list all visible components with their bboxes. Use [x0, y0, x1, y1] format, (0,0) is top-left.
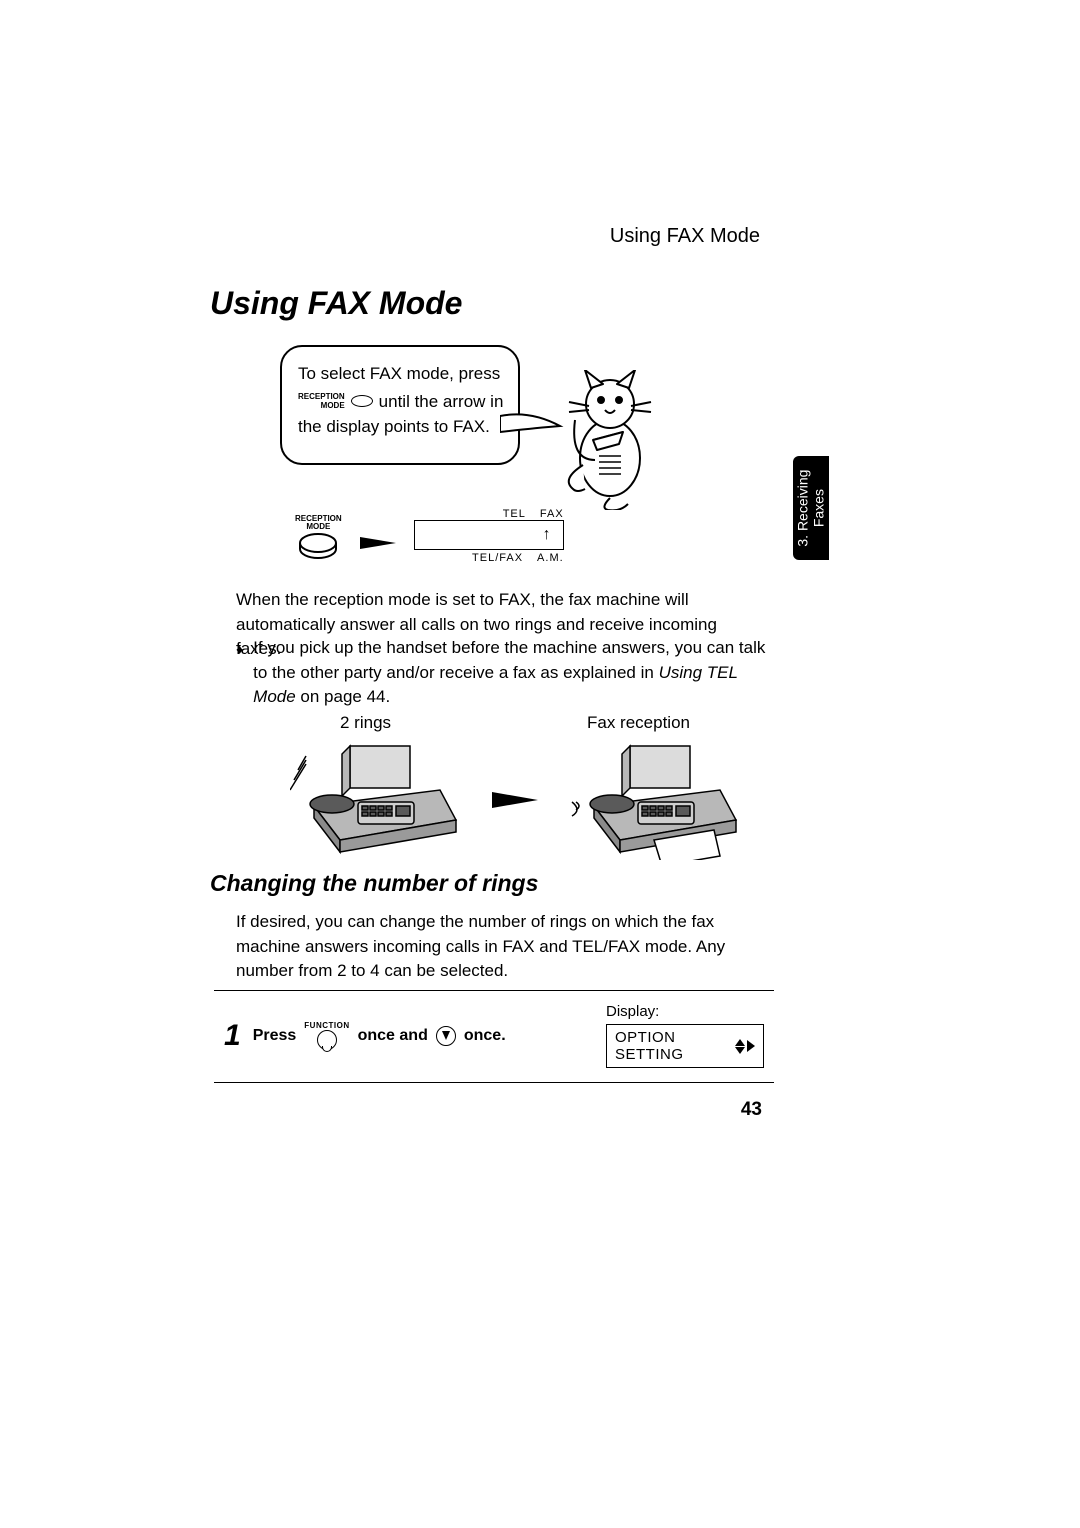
bubble-line2: RECEPTION MODE until the arrow in [298, 389, 504, 415]
bullet-text-after: on page 44. [296, 687, 391, 706]
function-button-shape [317, 1030, 337, 1050]
tab-line2: Faxes [811, 469, 827, 546]
function-label: FUNCTION [304, 1022, 349, 1030]
machine-labels: 2 rings Fax reception [340, 713, 690, 733]
mode-select-row: RECEPTION MODE TEL FAX ↑ TEL/FAX A.M. [295, 512, 564, 564]
tab-line1: 3. Receiving [795, 469, 811, 546]
chapter-tab: 3. Receiving Faxes [793, 456, 829, 560]
nav-arrows-icon [735, 1039, 755, 1054]
section-subheading: Changing the number of rings [210, 870, 538, 897]
instruction-bubble: To select FAX mode, press RECEPTION MODE… [280, 345, 520, 465]
arrow-right-icon [360, 537, 396, 549]
machines-row [290, 735, 740, 865]
lcd-display: TEL FAX ↑ TEL/FAX A.M. [414, 508, 564, 564]
step-press: Press [253, 1027, 297, 1045]
step-1-row: 1 Press FUNCTION once and once. Display:… [214, 990, 774, 1083]
display-label: Display: [606, 1003, 764, 1020]
bullet-item: ♦ If you pick up the handset before the … [236, 636, 766, 710]
lcd-label-telfax: TEL/FAX [472, 552, 523, 564]
step-instruction: 1 Press FUNCTION once and once. [224, 1019, 506, 1053]
step-once-and: once and [358, 1027, 428, 1045]
lcd-screen: ↑ [414, 520, 564, 550]
bubble-line2-text: until the arrow in [379, 389, 504, 415]
fax-machine-printing-illustration [570, 740, 740, 860]
lcd-label-am: A.M. [537, 552, 564, 564]
page: Using FAX Mode Using FAX Mode To select … [0, 0, 1080, 1528]
reception-mode-button-icon [351, 395, 373, 407]
fax-machine-ringing-illustration [290, 740, 460, 860]
page-number: 43 [741, 1099, 762, 1121]
page-title: Using FAX Mode [210, 285, 462, 322]
bullet-marker-icon: ♦ [236, 639, 243, 710]
down-arrow-button-icon [436, 1026, 456, 1046]
label-fax-reception: Fax reception [587, 713, 690, 733]
display-value: OPTION SETTING [615, 1029, 729, 1063]
reception-mode-label: RECEPTION MODE [298, 393, 345, 410]
arrow-right-icon [492, 792, 538, 808]
lcd-arrow-up-icon: ↑ [543, 526, 551, 544]
rings-paragraph: If desired, you can change the number of… [236, 910, 766, 984]
cat-illustration [555, 370, 665, 510]
bubble-line1: To select FAX mode, press [298, 361, 504, 387]
running-head: Using FAX Mode [610, 225, 760, 248]
lcd-label-fax: FAX [540, 508, 564, 520]
label-2rings: 2 rings [340, 713, 391, 733]
function-button-icon: FUNCTION [304, 1022, 349, 1050]
reception-label-bottom: MODE [321, 402, 345, 410]
lcd-label-tel: TEL [503, 508, 526, 520]
bullet-text: If you pick up the handset before the ma… [253, 636, 766, 710]
display-box: OPTION SETTING [606, 1024, 764, 1068]
reception-label-bottom: MODE [306, 523, 330, 531]
step-display: Display: OPTION SETTING [606, 1003, 764, 1068]
reception-mode-button: RECEPTION MODE [295, 515, 342, 562]
step-once: once. [464, 1027, 506, 1045]
bubble-line3: the display points to FAX. [298, 414, 504, 440]
step-number: 1 [224, 1019, 241, 1053]
reception-label-top: RECEPTION [298, 393, 345, 401]
reception-button-icon [296, 533, 340, 561]
